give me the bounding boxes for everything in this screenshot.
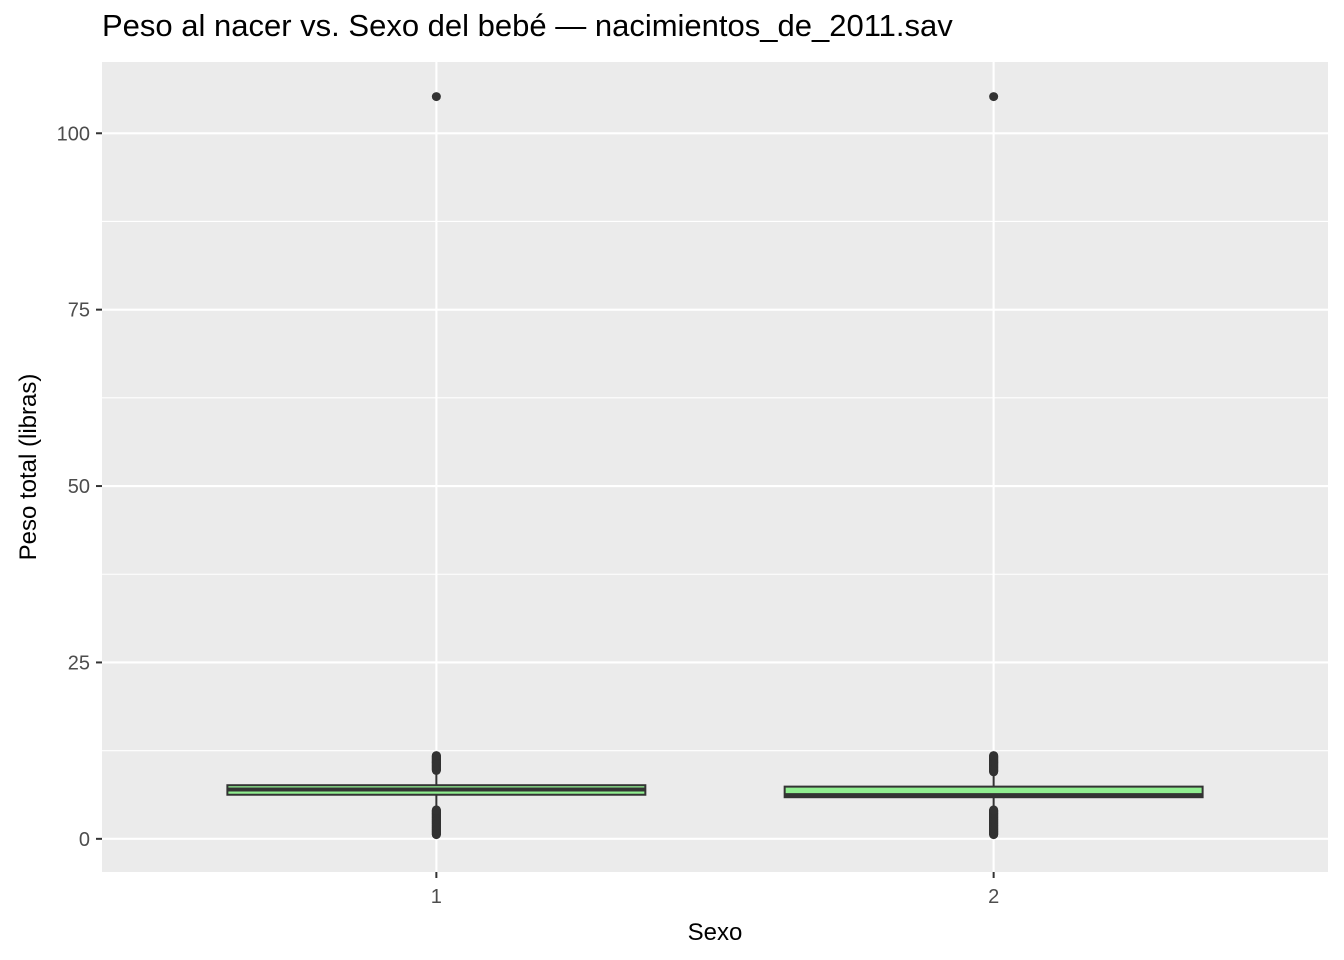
x-tick-label: 2 xyxy=(988,886,999,908)
axis-ticks: 0 25 50 75 100 1 2 xyxy=(57,123,1000,908)
plot-panel xyxy=(102,62,1328,872)
outlier-point-low xyxy=(431,805,441,815)
outlier-point-low xyxy=(989,805,999,815)
y-tick-label: 0 xyxy=(79,829,90,851)
y-axis-title: Peso total (libras) xyxy=(15,374,42,561)
y-tick-label: 25 xyxy=(68,652,90,674)
grid-lines xyxy=(102,62,1328,872)
x-axis-title: Sexo xyxy=(688,919,743,946)
box-2 xyxy=(783,92,1204,840)
box-series xyxy=(226,92,1204,840)
y-tick-label: 50 xyxy=(68,476,90,498)
outlier-point-extreme xyxy=(989,92,999,102)
outlier-point-high xyxy=(431,751,441,761)
x-tick-label: 1 xyxy=(431,886,442,908)
outlier-point-high xyxy=(989,751,999,761)
box-1 xyxy=(226,92,647,840)
y-tick-label: 100 xyxy=(57,123,90,145)
outlier-point-extreme xyxy=(431,92,441,102)
chart-title: Peso al nacer vs. Sexo del bebé — nacimi… xyxy=(102,8,953,43)
y-tick-label: 75 xyxy=(68,300,90,322)
box-body xyxy=(783,785,1204,799)
